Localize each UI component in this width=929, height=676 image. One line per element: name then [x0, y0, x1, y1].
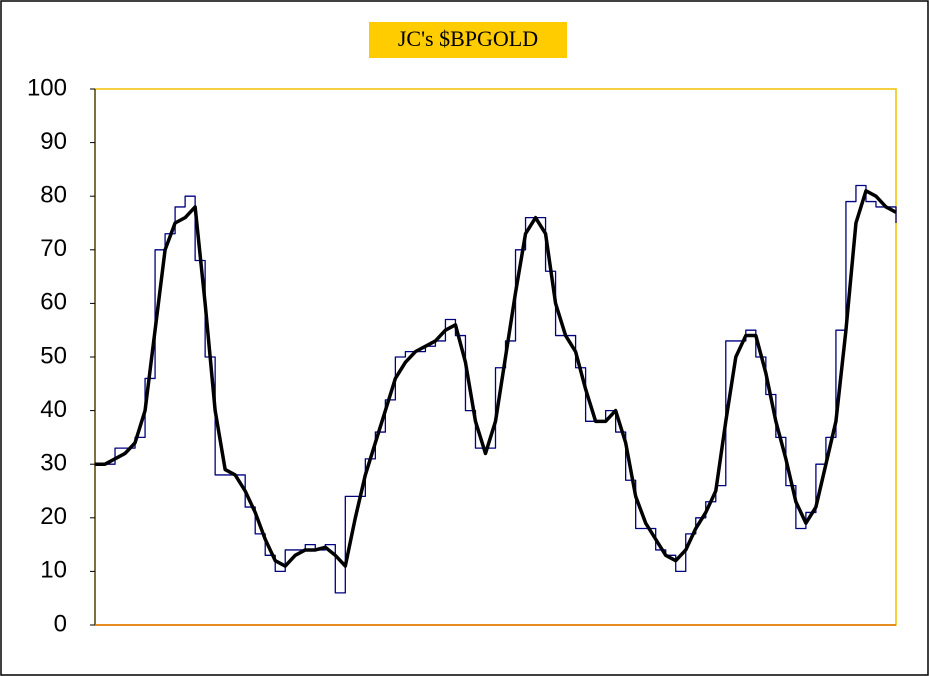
y-tick-label: 10: [40, 557, 67, 584]
y-tick-label: 50: [40, 342, 67, 369]
y-tick-label: 40: [40, 396, 67, 423]
y-tick-label: 60: [40, 289, 67, 316]
y-tick-label: 30: [40, 450, 67, 477]
y-tick-label: 100: [27, 74, 67, 101]
title-background: [369, 22, 567, 58]
series-line: [95, 189, 897, 568]
y-tick-label: 90: [40, 128, 67, 155]
chart-title: JC's $BPGOLD: [398, 26, 538, 51]
y-tick-label: 20: [40, 503, 67, 530]
y-tick-label: 80: [40, 182, 67, 209]
y-tick-label: 70: [40, 235, 67, 262]
y-tick-label: 0: [54, 610, 67, 637]
